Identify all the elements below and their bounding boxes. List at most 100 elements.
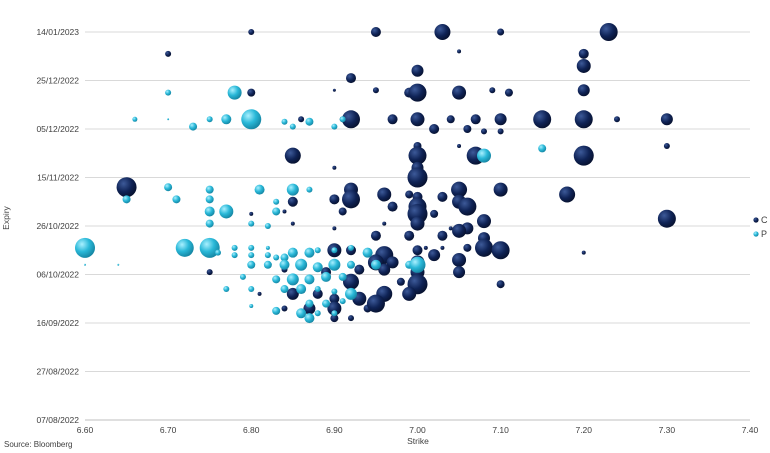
bubble-c	[330, 314, 339, 323]
bubble-p	[305, 117, 314, 126]
bubble-p	[314, 310, 321, 317]
bubble-c	[578, 48, 589, 59]
bubble-p	[409, 256, 426, 273]
bubble-c	[452, 85, 467, 100]
bubble-c	[446, 115, 455, 124]
bubble-p	[172, 195, 181, 204]
bubble-c	[290, 221, 295, 226]
bubble-p	[314, 247, 321, 254]
bubble-p	[248, 286, 255, 293]
bubble-p	[189, 122, 198, 131]
bubble-p	[264, 223, 271, 229]
bubble-c	[348, 315, 354, 322]
bubble-p	[347, 260, 355, 269]
y-tick-label: 06/10/2022	[36, 270, 79, 280]
bubble-p	[322, 299, 331, 308]
bubble-c	[475, 238, 493, 257]
bubble-p	[321, 271, 332, 282]
bubble-p	[167, 118, 170, 121]
bubble-c	[338, 207, 347, 216]
bubble-p	[305, 299, 314, 308]
bubble-c	[559, 186, 576, 203]
bubbles	[75, 23, 676, 324]
bubble-c	[284, 147, 301, 164]
bubble-p	[223, 286, 230, 293]
bubble-c	[342, 190, 360, 209]
y-tick-label: 27/08/2022	[36, 367, 79, 377]
bubble-c	[657, 209, 676, 228]
bubble-c	[247, 88, 256, 97]
bubble-c	[366, 294, 385, 313]
y-tick-label: 05/12/2022	[36, 124, 79, 134]
bubble-p	[273, 198, 280, 205]
bubble-c	[298, 116, 305, 123]
bubble-c	[494, 113, 507, 126]
y-tick-label: 07/08/2022	[36, 415, 79, 425]
bubble-p	[289, 123, 296, 130]
bubble-p	[338, 272, 347, 281]
bubble-c	[332, 165, 337, 170]
x-tick-label: 6.90	[326, 425, 343, 435]
bubble-p	[199, 237, 220, 258]
bubble-p	[306, 186, 313, 193]
bubble-p	[164, 183, 173, 192]
bubble-c	[576, 58, 591, 73]
legend-marker-p	[753, 231, 759, 237]
bubble-p	[117, 263, 120, 266]
bubble-p	[231, 244, 238, 251]
x-axis-ticks: 6.60 6.70 6.80 6.90 7.00 7.10 7.20 7.30 7.40	[77, 425, 759, 435]
bubble-c	[423, 245, 428, 250]
bubble-c	[429, 124, 440, 134]
bubble-c	[599, 23, 618, 41]
bubble-p	[265, 245, 270, 250]
y-tick-label: 26/10/2022	[36, 221, 79, 231]
bubble-p	[339, 116, 346, 123]
bubble-c	[448, 226, 453, 231]
x-tick-label: 6.70	[160, 425, 177, 435]
bubble-c	[282, 209, 287, 214]
bubble-c	[165, 50, 172, 57]
bubble-p	[280, 285, 289, 294]
y-tick-label: 14/01/2023	[36, 27, 79, 37]
bubble-c	[386, 256, 399, 269]
bubble-c	[452, 223, 467, 238]
bubble-c	[332, 88, 336, 92]
bubble-c	[411, 64, 424, 77]
bubble-c	[281, 305, 288, 312]
bubble-c	[372, 87, 379, 94]
y-axis-ticks: 07/08/2022 27/08/2022 16/09/2022 06/10/2022…	[36, 27, 79, 425]
bubble-c	[343, 273, 359, 290]
bubble-c	[489, 87, 496, 94]
source-note: Source: Bloomberg	[4, 440, 73, 449]
bubble-c	[428, 249, 441, 262]
bubble-p	[287, 247, 298, 258]
x-tick-label: 6.60	[77, 425, 94, 435]
x-tick-label: 7.40	[742, 425, 759, 435]
legend-label-p: P	[761, 229, 767, 239]
bubble-p	[215, 249, 221, 256]
y-tick-label: 15/11/2022	[37, 173, 79, 183]
bubble-c	[410, 112, 425, 127]
bubble-c	[481, 128, 487, 135]
bubble-c	[437, 191, 448, 202]
bubble-c	[463, 125, 472, 133]
bubble-p	[281, 118, 288, 125]
bubble-c	[312, 288, 323, 299]
bubble-c	[663, 142, 670, 149]
bubble-c	[370, 230, 381, 241]
bubble-c	[404, 230, 415, 241]
bubble-p	[304, 247, 315, 258]
bubble-p	[339, 298, 346, 305]
bubble-c	[249, 211, 254, 216]
bubble-p	[286, 273, 299, 286]
bubble-c	[463, 243, 472, 252]
bubble-p	[239, 273, 246, 280]
bubble-p	[248, 244, 255, 251]
bubble-c	[491, 241, 510, 260]
bubble-c	[440, 245, 445, 250]
bubble-c	[329, 293, 340, 304]
legend-label-c: C	[761, 215, 768, 225]
bubble-p	[331, 310, 338, 317]
x-axis-title: Strike	[407, 436, 429, 446]
